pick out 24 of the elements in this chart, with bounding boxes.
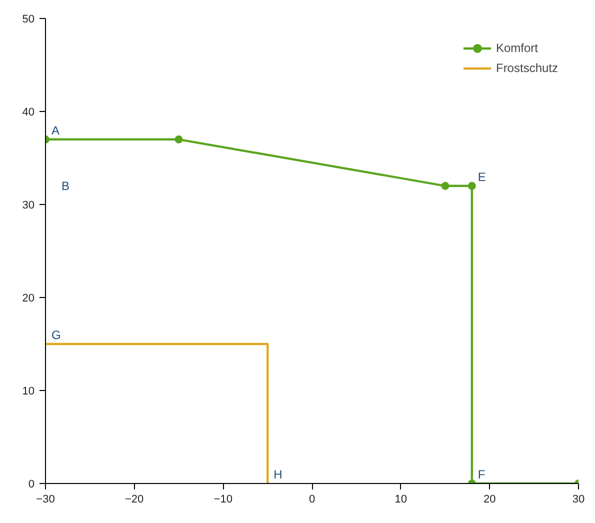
y-tick-label: 50: [22, 14, 35, 26]
annotation: A: [52, 123, 60, 138]
legend-label: Frostschutz: [496, 61, 558, 75]
y-tick-label: 40: [22, 106, 35, 118]
annotation: F: [478, 468, 486, 482]
y-tick-label: 0: [28, 478, 35, 490]
point: [174, 135, 183, 144]
annotation: B: [61, 178, 70, 193]
annotation: H: [274, 468, 282, 482]
y-tick-label: 30: [22, 200, 35, 212]
y-tick-label: 10: [22, 386, 35, 398]
x-tick-label: −20: [125, 494, 144, 506]
x-tick-label: 20: [484, 494, 496, 506]
annotation: E: [478, 170, 486, 184]
x-tick-label: −30: [36, 494, 55, 506]
x-tick-label: −10: [214, 494, 233, 506]
point: [441, 182, 450, 190]
annotation: G: [52, 328, 61, 342]
x-tick-label: 30: [572, 494, 585, 506]
x-tick-label: 10: [394, 494, 407, 506]
y-tick-label: 20: [22, 292, 35, 304]
x-tick-label: 0: [308, 494, 316, 506]
legend-label: Komfort: [496, 41, 538, 55]
point: [468, 182, 476, 190]
